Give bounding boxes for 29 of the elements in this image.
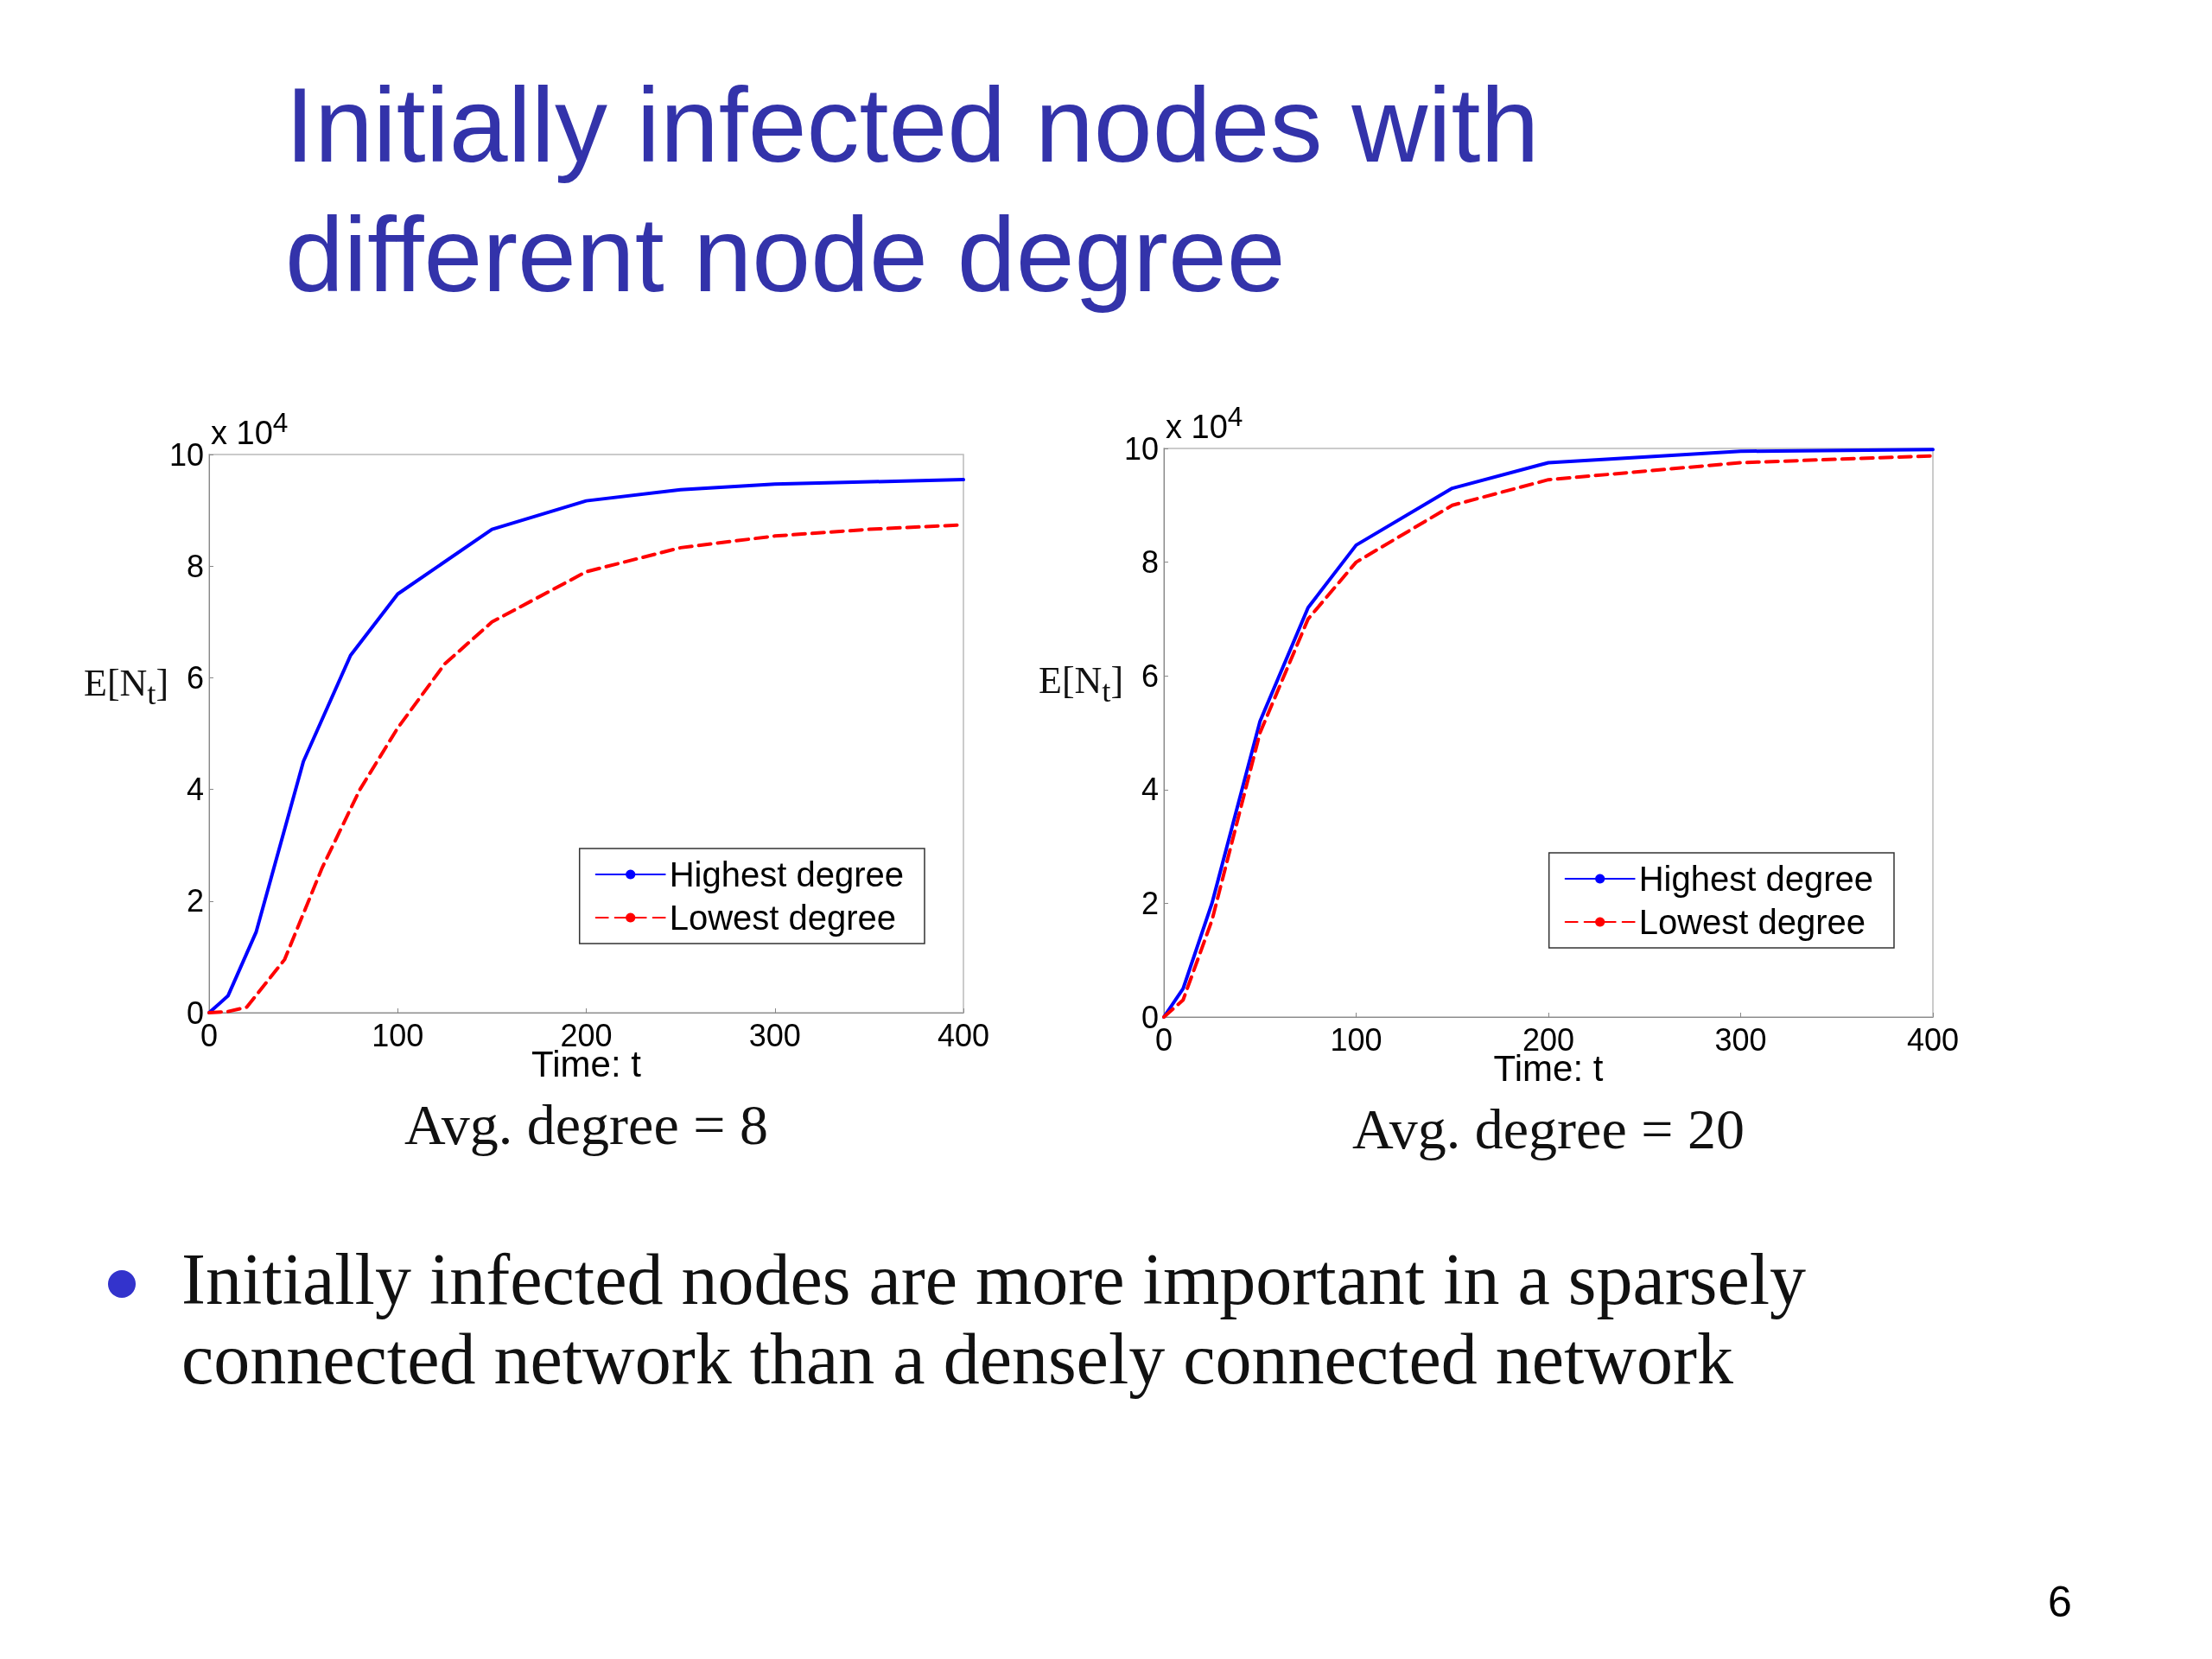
legend-label: Highest degree — [669, 855, 905, 893]
y-tick-label: 2 — [1141, 885, 1159, 921]
y-tick-label: 4 — [186, 772, 204, 808]
y-tick-label: 10 — [1123, 430, 1159, 467]
text: Initially infected nodes are more important in a sparsely connected network than a densely connected network — [181, 1239, 1808, 1399]
legend-label: Lowest degree — [1638, 903, 1866, 941]
text: x 10$^{4}$ — [211, 407, 289, 452]
y-axis-title: E[N$_{t}$] — [84, 661, 169, 712]
y-tick-label: 10 — [168, 436, 204, 473]
legend-label: Lowest degree — [669, 899, 897, 937]
y-tick-label: 6 — [1141, 658, 1159, 694]
y-axis-title: E[N$_{t}$] — [1039, 658, 1124, 710]
x-tick-label: 400 — [1906, 1021, 1960, 1058]
text: Avg. degree = 8 — [404, 1092, 769, 1158]
y-tick-label: 8 — [186, 548, 204, 584]
x-tick-label: 300 — [748, 1017, 801, 1053]
x-tick-label: 400 — [937, 1017, 990, 1053]
y-tick-label: 4 — [1141, 772, 1159, 808]
text: 6 — [2048, 1577, 2072, 1627]
legend-label: Highest degree — [1638, 860, 1874, 898]
y-tick-label: 6 — [186, 659, 204, 696]
y-tick-label: 2 — [186, 883, 204, 919]
text: x 10$^{4}$ — [1166, 401, 1243, 446]
x-tick-label: 100 — [1330, 1021, 1382, 1058]
text: Avg. degree = 20 — [1351, 1096, 1745, 1162]
x-tick-label: 100 — [372, 1017, 424, 1053]
y-tick-label: 8 — [1141, 544, 1159, 581]
x-tick-label: 300 — [1714, 1021, 1767, 1058]
chart-title: Initially infected nodes with different node degree — [285, 66, 1541, 315]
